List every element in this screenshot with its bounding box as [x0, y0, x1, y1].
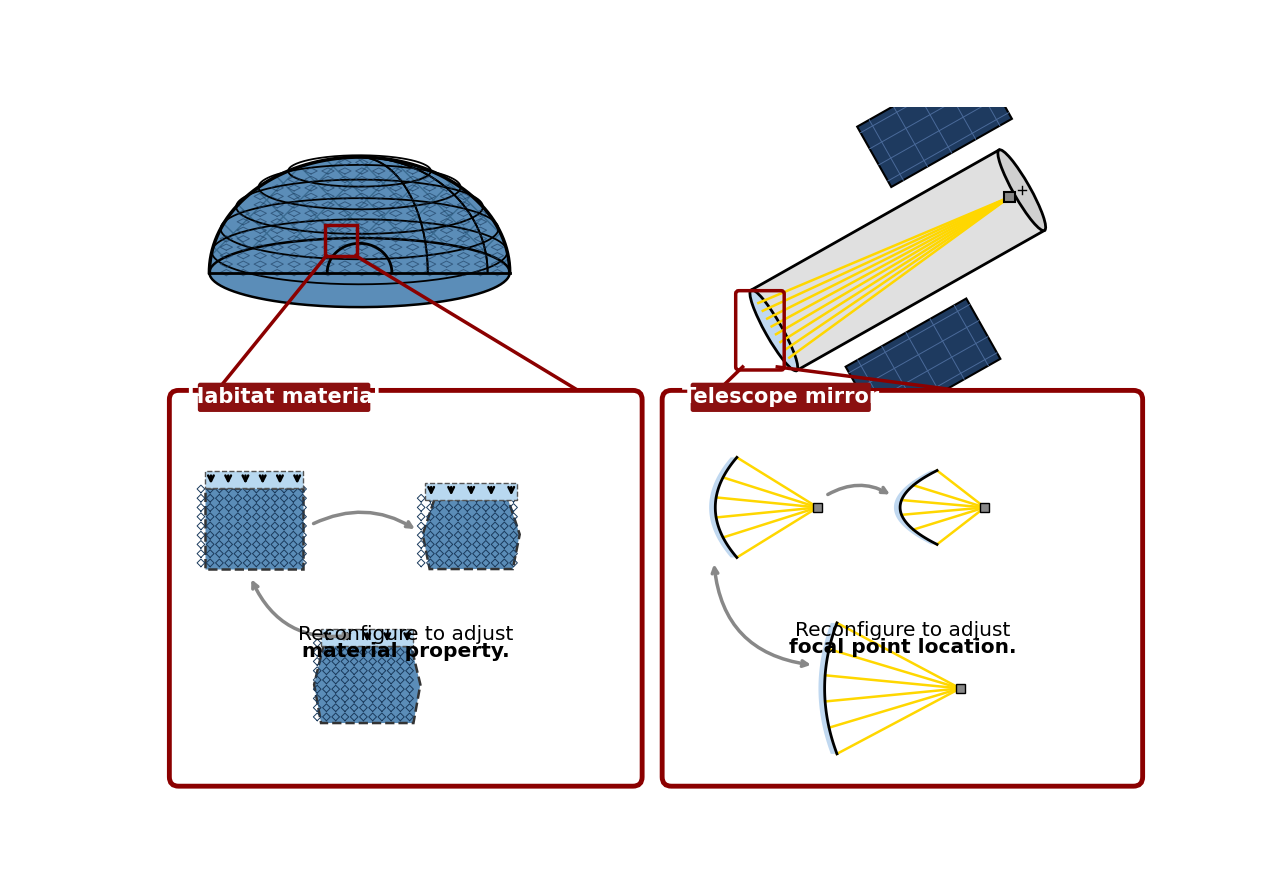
Polygon shape: [210, 238, 509, 307]
Bar: [206, 273, 513, 392]
Text: Telescope mirror: Telescope mirror: [682, 387, 879, 408]
Bar: [425, 483, 517, 500]
Text: Reconfigure to adjust: Reconfigure to adjust: [298, 625, 513, 644]
Polygon shape: [709, 458, 737, 558]
Polygon shape: [818, 623, 837, 754]
Polygon shape: [205, 488, 303, 569]
FancyBboxPatch shape: [198, 383, 370, 412]
Bar: [205, 471, 303, 488]
FancyBboxPatch shape: [662, 391, 1143, 786]
Ellipse shape: [210, 157, 509, 388]
Polygon shape: [893, 470, 937, 544]
Ellipse shape: [750, 290, 797, 371]
Polygon shape: [751, 150, 1044, 370]
Text: focal point location.: focal point location.: [788, 638, 1016, 657]
Polygon shape: [422, 500, 520, 569]
Ellipse shape: [998, 150, 1046, 231]
FancyBboxPatch shape: [169, 391, 643, 786]
Polygon shape: [846, 299, 1001, 427]
Bar: [980, 503, 989, 512]
Bar: [956, 684, 965, 693]
Text: Habitat material: Habitat material: [187, 387, 380, 408]
Text: material property.: material property.: [302, 642, 509, 661]
Polygon shape: [858, 59, 1012, 187]
Polygon shape: [210, 157, 509, 273]
FancyBboxPatch shape: [691, 383, 870, 412]
Polygon shape: [314, 646, 420, 723]
Bar: [813, 503, 822, 512]
Bar: [325, 225, 357, 256]
Polygon shape: [210, 157, 509, 273]
Bar: [321, 629, 413, 646]
Bar: [1005, 192, 1015, 202]
Text: Reconfigure to adjust: Reconfigure to adjust: [795, 621, 1010, 640]
